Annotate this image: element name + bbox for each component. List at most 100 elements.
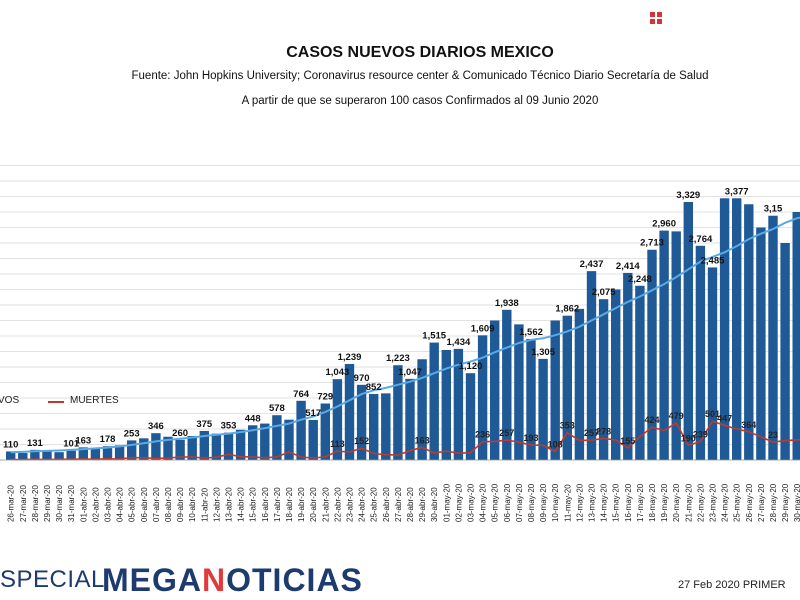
bar-casos <box>139 438 149 460</box>
x-tick-label: 07-may-20 <box>515 483 524 522</box>
bar-casos <box>695 245 706 460</box>
deaths-label: 447 <box>717 413 732 423</box>
deaths-label: 23 <box>768 430 778 440</box>
footer-date: 27 Feb 2020 PRIMER <box>678 579 786 591</box>
bar-casos <box>151 433 161 460</box>
x-tick-label: 28-abr-20 <box>406 487 415 522</box>
x-tick-label: 21-may-20 <box>684 483 693 522</box>
deaths-label: 113 <box>330 439 345 449</box>
x-tick-label: 21-abr-20 <box>321 487 330 522</box>
bar-casos <box>405 378 415 460</box>
x-tick-label: 05-may-20 <box>491 483 500 522</box>
x-tick-label: 13-abr-20 <box>225 487 234 522</box>
bar-label: 1,223 <box>386 353 410 364</box>
bar-label: 852 <box>366 382 382 393</box>
bar-casos <box>175 439 185 460</box>
x-tick-label: 18-may-20 <box>648 483 657 522</box>
bar-casos <box>598 299 609 460</box>
bar-casos <box>526 338 536 460</box>
x-tick-label: 25-abr-20 <box>370 487 379 522</box>
bar-label: 1,515 <box>422 331 446 342</box>
bar-casos <box>308 419 318 460</box>
bar-casos <box>647 249 657 460</box>
deaths-label: 257 <box>499 428 514 438</box>
bar-label: 260 <box>172 428 188 439</box>
deaths-label: 501 <box>705 409 720 419</box>
x-tick-label: 10-abr-20 <box>188 487 197 522</box>
x-tick-label: 03-abr-20 <box>104 487 113 522</box>
legend-muertes-label: MUERTES <box>70 395 119 406</box>
x-tick-label: 02-abr-20 <box>91 487 100 522</box>
x-tick-label: 27-mar-20 <box>19 485 28 522</box>
bar-label: 1,305 <box>531 347 555 358</box>
x-tick-label: 04-may-20 <box>479 483 488 522</box>
bar-casos <box>502 309 512 460</box>
bar-label: 970 <box>354 373 370 384</box>
bar-label: 346 <box>148 421 164 432</box>
x-tick-label: 17-may-20 <box>636 483 645 522</box>
bar-label: 353 <box>221 421 237 432</box>
bar-casos <box>792 212 800 460</box>
deaths-label: 108 <box>548 440 563 450</box>
bar-label: 131 <box>27 438 44 449</box>
brand-part-2: N <box>202 562 227 598</box>
bar-label: 1,047 <box>398 367 422 378</box>
bar-casos <box>635 285 645 460</box>
bar-label: 448 <box>245 413 261 424</box>
bar-casos <box>719 198 730 460</box>
bar-casos <box>30 449 40 460</box>
x-tick-label: 26-mar-20 <box>7 485 16 522</box>
x-tick-label: 06-abr-20 <box>140 487 149 522</box>
x-tick-label: 06-may-20 <box>503 483 512 522</box>
trend-line <box>10 216 800 454</box>
x-tick-label: 29-abr-20 <box>418 487 427 522</box>
deaths-label: 152 <box>354 436 369 446</box>
bar-label: 729 <box>317 392 333 403</box>
bar-label: 110 <box>3 439 18 450</box>
bar-casos <box>756 227 766 460</box>
bar-casos <box>272 415 282 460</box>
bar-casos <box>477 335 488 460</box>
bar-casos <box>768 215 778 460</box>
bar-label: 2,248 <box>628 274 652 285</box>
deaths-label: 257 <box>584 428 599 438</box>
x-tick-label: 14-may-20 <box>600 483 609 522</box>
bar-label: 2,075 <box>592 287 616 298</box>
deaths-label: 236 <box>475 430 490 440</box>
bar-casos <box>671 231 681 460</box>
x-tick-label: 24-abr-20 <box>358 487 367 522</box>
x-tick-label: 15-abr-20 <box>249 487 258 522</box>
x-tick-label: 19-abr-20 <box>297 487 306 522</box>
bar-casos <box>284 419 294 460</box>
deaths-label: 353 <box>560 421 575 431</box>
bar-casos <box>90 448 101 460</box>
bar-label: 517 <box>305 408 321 419</box>
bar-label: 3,377 <box>725 186 749 197</box>
x-tick-label: 12-may-20 <box>575 483 584 522</box>
bar-label: 253 <box>124 428 140 439</box>
bar-casos <box>574 308 585 460</box>
x-tick-label: 13-may-20 <box>588 483 597 522</box>
bar-label: 1,120 <box>459 361 483 372</box>
logo-icon <box>650 12 662 24</box>
x-tick-label: 28-may-20 <box>769 483 778 522</box>
especial-label: SPECIAL <box>0 566 105 593</box>
bar-casos <box>441 349 451 460</box>
bar-label: 2,414 <box>616 261 640 272</box>
bar-label: 1,938 <box>495 298 519 309</box>
bar-casos <box>683 202 693 460</box>
bar-casos <box>332 379 343 460</box>
x-tick-label: 15-may-20 <box>612 483 621 522</box>
bar-casos <box>611 289 621 460</box>
x-tick-label: 07-abr-20 <box>152 487 161 522</box>
x-tick-label: 01-may-20 <box>442 483 451 522</box>
bar-label: 3,15 <box>764 204 783 215</box>
x-tick-label: 01-abr-20 <box>79 487 88 522</box>
bar-label: 3,329 <box>676 190 700 201</box>
bar-casos <box>562 315 572 460</box>
x-tick-label: 04-abr-20 <box>116 487 125 522</box>
brand-part-3: OTICIAS <box>226 562 363 598</box>
bar-casos <box>490 320 500 460</box>
deaths-label: 193 <box>523 433 538 443</box>
deaths-label: 239 <box>693 429 708 439</box>
